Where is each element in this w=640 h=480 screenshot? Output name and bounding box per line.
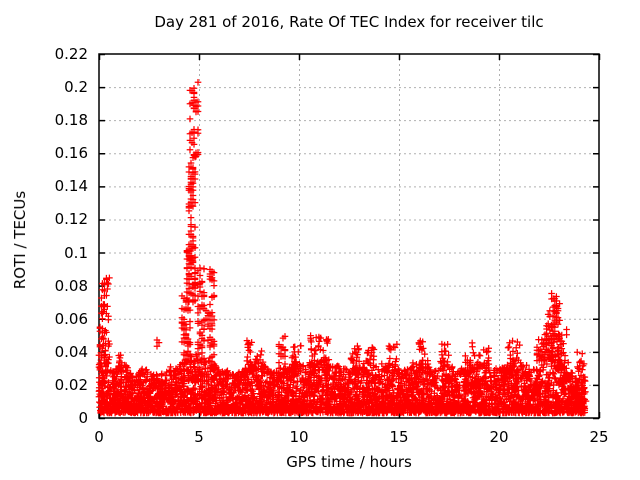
y-tick-label: 0.04 <box>54 342 88 361</box>
x-tick-label: 20 <box>489 428 509 446</box>
x-tick-label: 10 <box>289 428 309 446</box>
y-tick-label: 0.02 <box>54 375 88 394</box>
chart-title: Day 281 of 2016, Rate Of TEC Index for r… <box>154 13 544 31</box>
y-tick-label: 0.2 <box>64 78 88 97</box>
x-tick-label: 5 <box>194 428 204 446</box>
y-tick-label: 0.14 <box>54 177 88 196</box>
y-tick-label: 0.22 <box>54 45 88 63</box>
y-tick-label: 0.12 <box>54 210 88 229</box>
x-tick-label: 0 <box>94 428 104 446</box>
y-tick-label: 0.18 <box>54 111 88 130</box>
x-tick-label: 15 <box>389 428 409 446</box>
y-tick-label: 0 <box>78 409 88 427</box>
y-tick-label: 0.08 <box>54 276 88 295</box>
y-tick-label: 0.16 <box>54 144 88 163</box>
x-axis-label: GPS time / hours <box>286 453 412 471</box>
x-tick-label: 25 <box>589 428 609 446</box>
y-axis-label: ROTI / TECUs <box>11 190 29 290</box>
y-tick-label: 0.1 <box>64 243 88 262</box>
y-tick-label: 0.06 <box>54 309 88 328</box>
